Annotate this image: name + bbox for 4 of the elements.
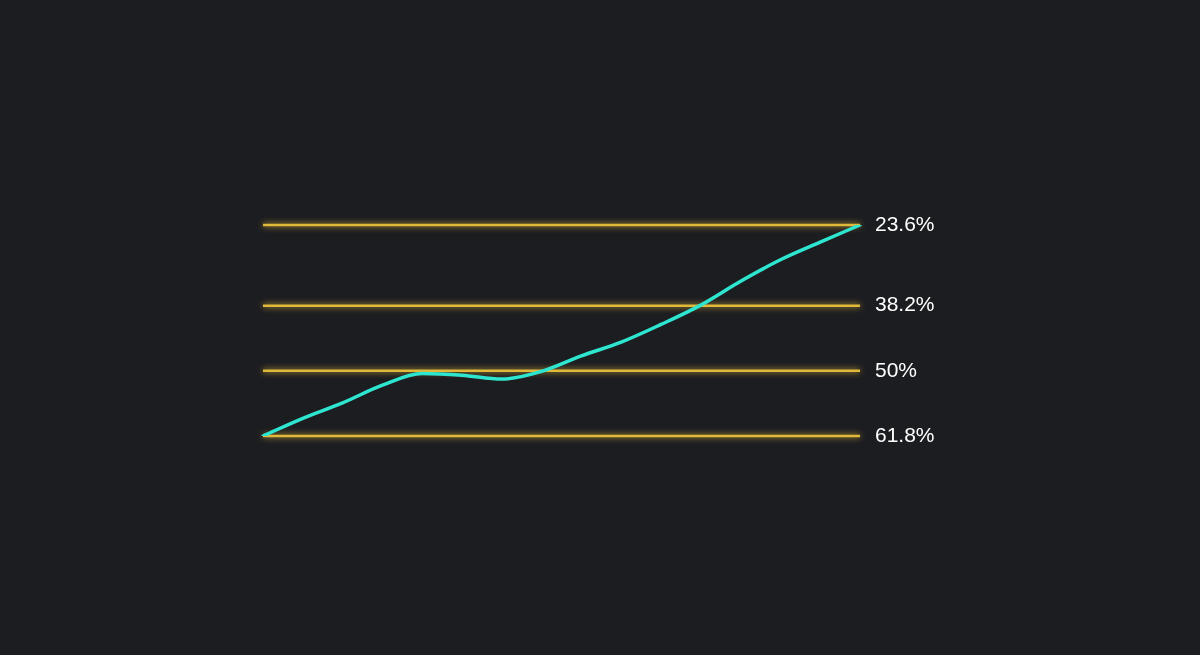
ref-line-label: 23.6% xyxy=(875,211,935,235)
ref-line-label: 61.8% xyxy=(875,422,935,446)
ref-line-label: 38.2% xyxy=(875,292,935,316)
ref-line-label: 50% xyxy=(875,357,918,381)
